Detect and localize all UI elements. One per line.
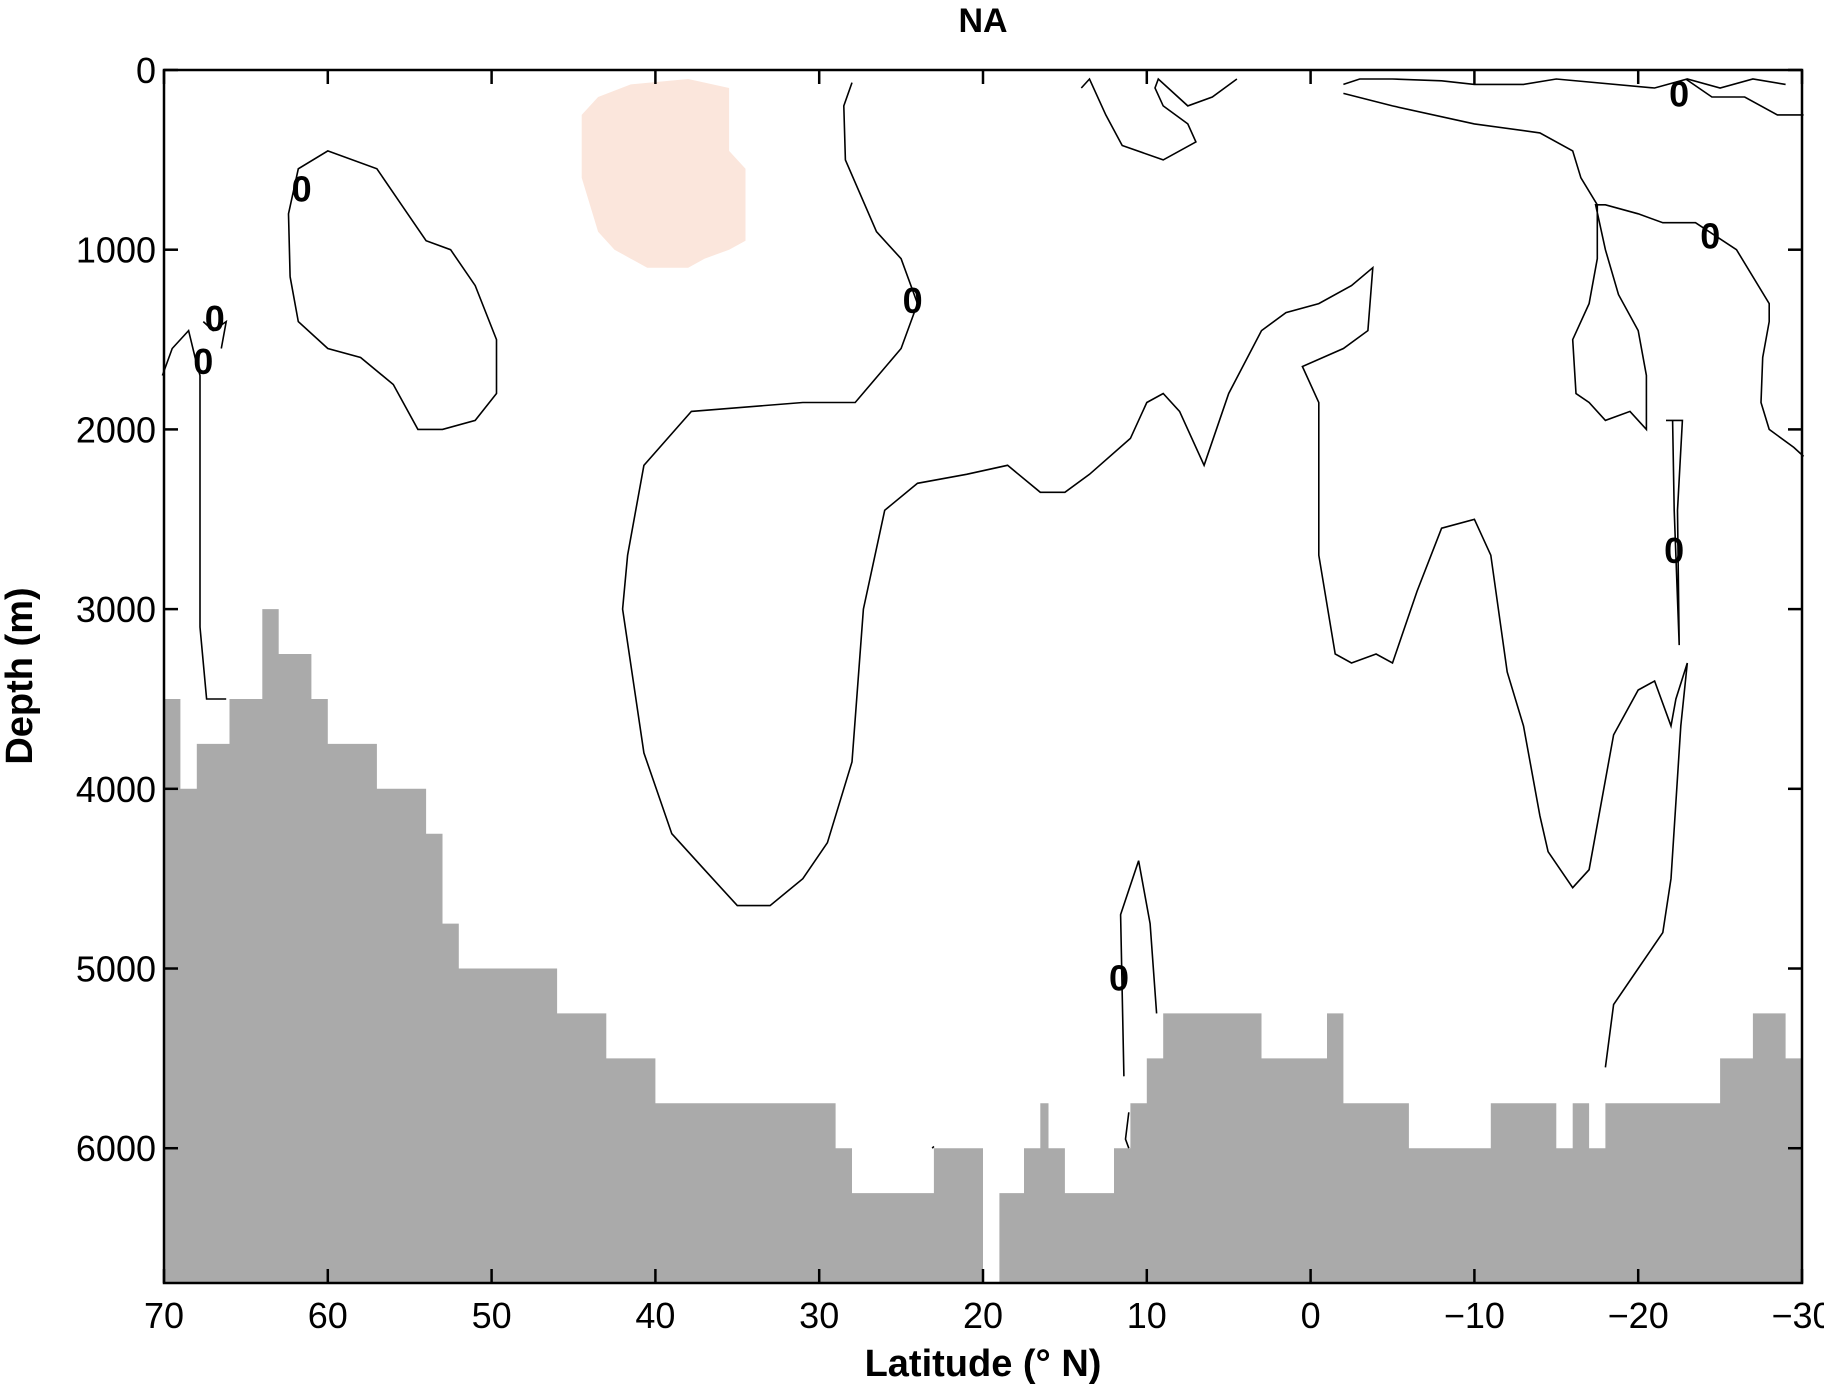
x-tick-label: −20 xyxy=(1608,1295,1669,1336)
zero-contour-line xyxy=(1080,77,1238,161)
x-tick-label: 40 xyxy=(635,1295,675,1336)
x-axis-label: Latitude (° N) xyxy=(865,1343,1102,1385)
zero-contour-line xyxy=(1119,860,1158,1077)
x-tick-label: 50 xyxy=(472,1295,512,1336)
contour-label: 0 xyxy=(903,280,923,321)
zero-contour-line xyxy=(1666,419,1684,646)
x-tick-label: 60 xyxy=(308,1295,348,1336)
x-tick-label: 0 xyxy=(1301,1295,1321,1336)
y-tick-label: 0 xyxy=(136,50,156,91)
zero-contour-line xyxy=(1343,78,1786,89)
chart-title: NA xyxy=(958,2,1007,40)
x-tick-label: 20 xyxy=(963,1295,1003,1336)
zero-contour-line xyxy=(287,150,498,431)
x-tick-label: 10 xyxy=(1127,1295,1167,1336)
anomaly-patch-layer xyxy=(581,79,746,268)
y-tick-label: 1000 xyxy=(76,230,156,271)
y-tick-label: 5000 xyxy=(76,949,156,990)
contour-label: 0 xyxy=(1669,73,1689,114)
contour-label: 0 xyxy=(1109,958,1129,999)
contour-label: 0 xyxy=(1700,215,1720,256)
y-axis-ticks: 0 1000 2000 3000 4000 5000 6000 xyxy=(76,50,1802,1169)
contour-layer xyxy=(161,77,1805,1149)
anomaly-patch xyxy=(581,79,746,268)
y-axis-label: Depth (m) xyxy=(0,587,41,764)
contour-label: 0 xyxy=(1664,530,1684,571)
y-tick-label: 4000 xyxy=(76,769,156,810)
y-tick-label: 2000 xyxy=(76,409,156,450)
zero-contour-line xyxy=(202,319,228,349)
zero-contour-line xyxy=(161,328,227,700)
contour-label: 0 xyxy=(292,169,312,210)
contour-label: 0 xyxy=(193,341,213,382)
zero-contour-line xyxy=(621,82,1689,1068)
x-tick-label: 70 xyxy=(144,1295,184,1336)
bathymetry-layer xyxy=(164,609,1802,1283)
zero-contour-line xyxy=(1124,1112,1130,1149)
y-tick-label: 3000 xyxy=(76,589,156,630)
x-axis-ticks: 70 60 50 40 30 20 10 0 −10 −20 −30 xyxy=(144,70,1824,1336)
bathymetry-fill xyxy=(164,609,1802,1283)
zero-contour-line xyxy=(1685,78,1804,116)
contour-label: 0 xyxy=(205,298,225,339)
zero-contour-line xyxy=(1343,92,1805,457)
zero-contour-line xyxy=(931,1145,935,1149)
y-tick-label: 6000 xyxy=(76,1128,156,1169)
x-tick-label: −10 xyxy=(1444,1295,1505,1336)
x-tick-label: −30 xyxy=(1771,1295,1824,1336)
x-tick-label: 30 xyxy=(799,1295,839,1336)
